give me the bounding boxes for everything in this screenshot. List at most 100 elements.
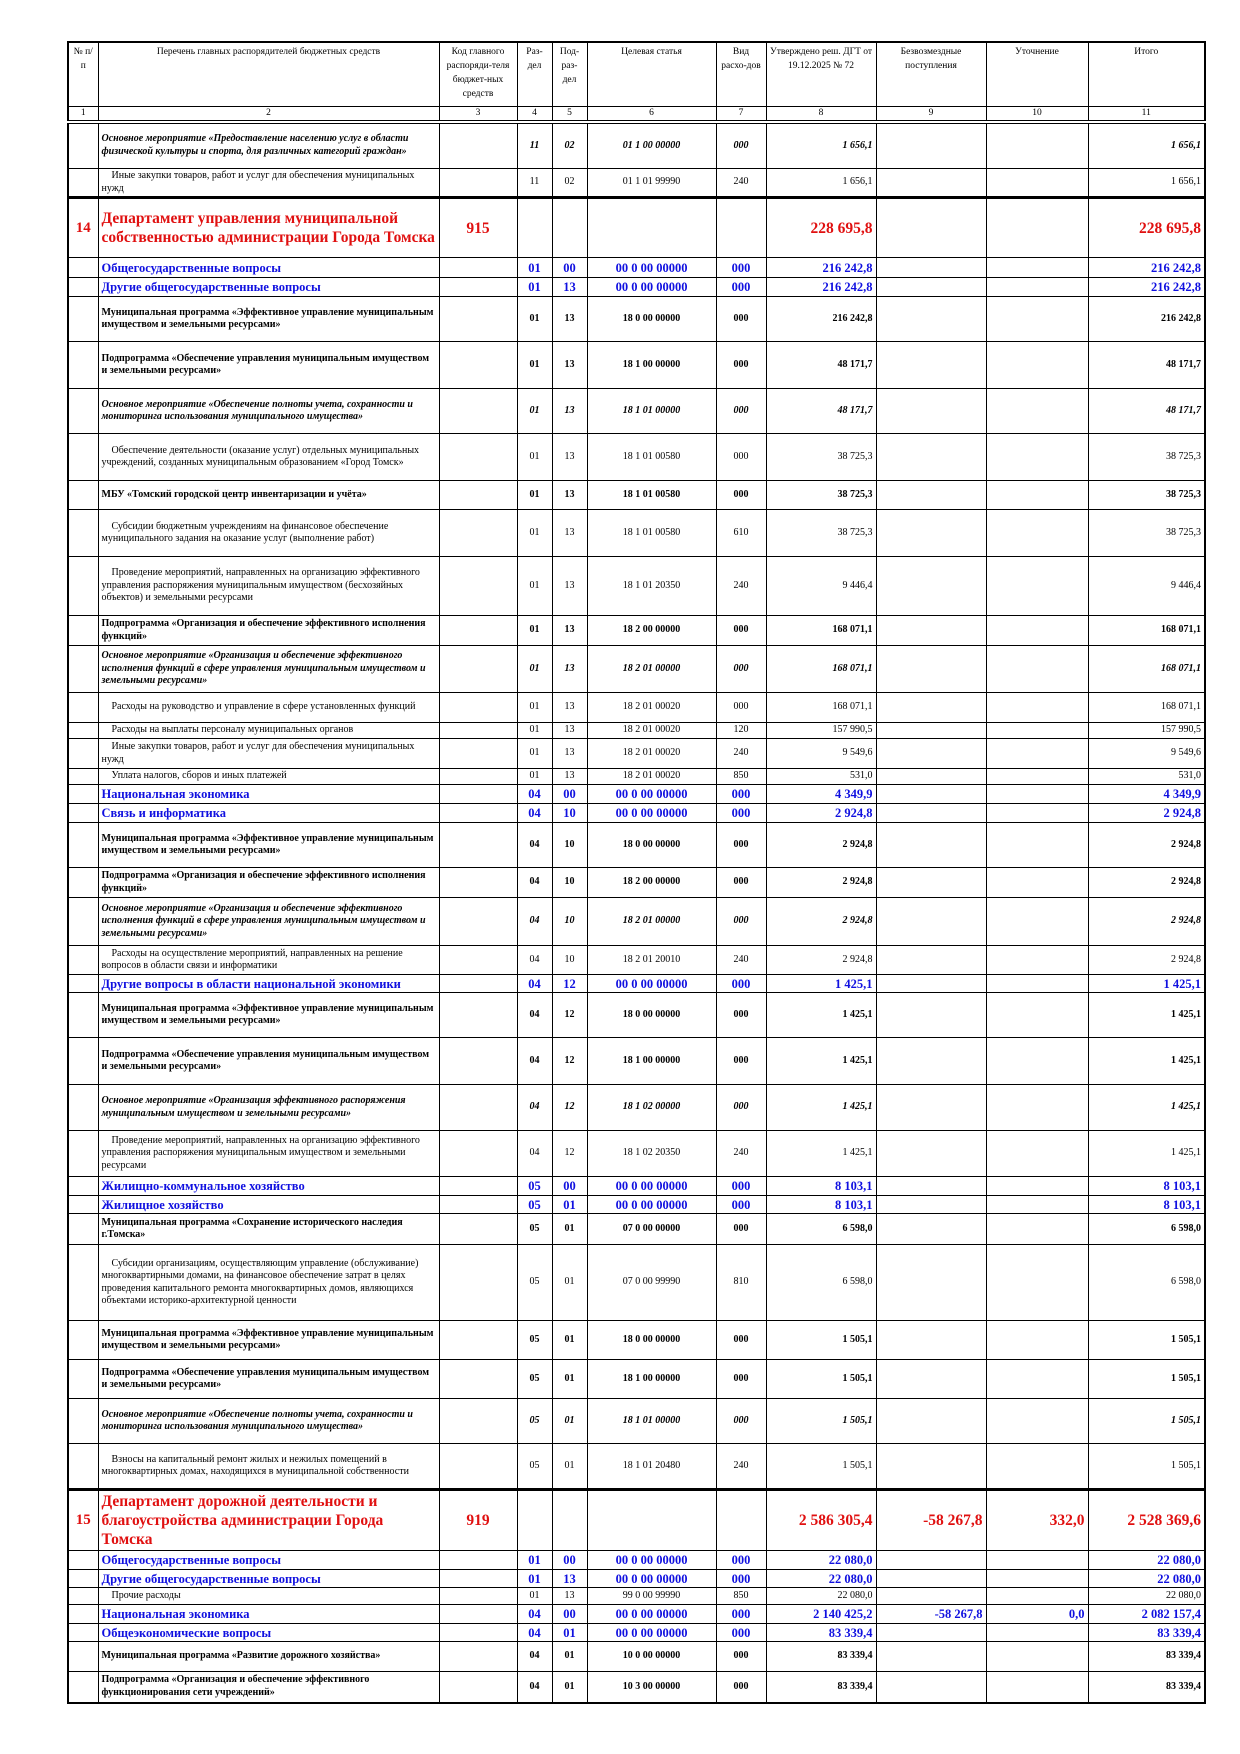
row-approved: 1 425,1 bbox=[765, 974, 877, 993]
row-clarification bbox=[985, 867, 1089, 898]
row-number bbox=[67, 433, 99, 481]
row-approved: 2 924,8 bbox=[765, 945, 877, 975]
table-row: Жилищно-коммунальное хозяйство 05 00 00 0 0… bbox=[67, 1176, 1206, 1196]
row-approved: 216 242,8 bbox=[765, 296, 877, 342]
header-section: Раз-дел bbox=[516, 41, 553, 107]
row-target-article: 18 1 00 00000 bbox=[586, 1037, 717, 1085]
row-free-receipts bbox=[875, 867, 987, 898]
row-section: 04 bbox=[516, 974, 553, 993]
row-total: 216 242,8 bbox=[1087, 277, 1206, 297]
row-manager-code bbox=[438, 692, 518, 723]
row-free-receipts bbox=[875, 197, 987, 258]
row-subsection: 00 bbox=[551, 1604, 588, 1624]
row-free-receipts bbox=[875, 1213, 987, 1245]
row-name: Обеспечение деятельности (оказание услуг… bbox=[97, 433, 440, 481]
row-total: 83 339,4 bbox=[1087, 1671, 1206, 1703]
row-total: 2 924,8 bbox=[1087, 867, 1206, 898]
row-subsection: 12 bbox=[551, 974, 588, 993]
table-row: Подпрограмма «Обеспечение управления мун… bbox=[67, 1359, 1206, 1399]
row-total: 157 990,5 bbox=[1087, 722, 1206, 739]
row-section: 01 bbox=[516, 257, 553, 278]
row-free-receipts bbox=[875, 803, 987, 823]
row-free-receipts bbox=[875, 945, 987, 975]
row-approved: 6 598,0 bbox=[765, 1213, 877, 1245]
row-approved: 1 505,1 bbox=[765, 1320, 877, 1360]
row-subsection: 13 bbox=[551, 615, 588, 646]
row-total: 228 695,8 bbox=[1087, 197, 1206, 258]
row-subsection: 01 bbox=[551, 1641, 588, 1672]
column-number: 4 bbox=[516, 105, 553, 124]
row-section: 01 bbox=[516, 1550, 553, 1570]
row-section: 01 bbox=[516, 556, 553, 616]
row-approved: 6 598,0 bbox=[765, 1244, 877, 1321]
row-expense-type: 000 bbox=[715, 615, 767, 646]
row-target-article: 07 0 00 99990 bbox=[586, 1244, 717, 1321]
row-manager-code bbox=[438, 1084, 518, 1131]
header-expense-type: Вид расхо-дов bbox=[715, 41, 767, 107]
row-approved: 38 725,3 bbox=[765, 480, 877, 510]
row-name: Основное мероприятие «Обеспечение полнот… bbox=[97, 1398, 440, 1444]
row-approved: 168 071,1 bbox=[765, 615, 877, 646]
row-target-article: 10 0 00 00000 bbox=[586, 1641, 717, 1672]
row-total: 6 598,0 bbox=[1087, 1213, 1206, 1245]
row-name: Общеэкономические вопросы bbox=[97, 1623, 440, 1642]
row-free-receipts bbox=[875, 1037, 987, 1085]
table-row: Проведение мероприятий, направленных на … bbox=[67, 1130, 1206, 1177]
row-number bbox=[67, 341, 99, 389]
table-row: Расходы на выплаты персоналу муниципальн… bbox=[67, 722, 1206, 739]
row-number bbox=[67, 1569, 99, 1588]
column-number-row: 1 2 3 4 5 6 7 8 9 10 11 bbox=[67, 105, 1206, 124]
row-expense-type: 610 bbox=[715, 509, 767, 557]
row-expense-type: 000 bbox=[715, 1671, 767, 1703]
row-number bbox=[67, 1671, 99, 1703]
row-target-article: 07 0 00 00000 bbox=[586, 1213, 717, 1245]
row-target-article: 00 0 00 00000 bbox=[586, 1569, 717, 1588]
row-expense-type: 000 bbox=[715, 257, 767, 278]
table-row: Основное мероприятие «Организация и обес… bbox=[67, 897, 1206, 946]
row-number bbox=[67, 168, 99, 198]
row-name: Уплата налогов, сборов и иных платежей bbox=[97, 768, 440, 785]
row-subsection: 10 bbox=[551, 803, 588, 823]
row-name: Другие общегосударственные вопросы bbox=[97, 277, 440, 297]
row-manager-code bbox=[438, 277, 518, 297]
row-number bbox=[67, 1550, 99, 1570]
row-section: 04 bbox=[516, 1130, 553, 1177]
row-manager-code bbox=[438, 1623, 518, 1642]
row-name: Подпрограмма «Обеспечение управления мун… bbox=[97, 341, 440, 389]
row-name: Иные закупки товаров, работ и услуг для … bbox=[97, 168, 440, 198]
row-total: 2 924,8 bbox=[1087, 945, 1206, 975]
row-expense-type: 000 bbox=[715, 1037, 767, 1085]
row-section: 04 bbox=[516, 803, 553, 823]
row-name: Иные закупки товаров, работ и услуг для … bbox=[97, 738, 440, 769]
column-number: 11 bbox=[1087, 105, 1206, 124]
row-number bbox=[67, 1130, 99, 1177]
row-subsection: 13 bbox=[551, 768, 588, 785]
row-target-article: 00 0 00 00000 bbox=[586, 784, 717, 804]
row-total: 22 080,0 bbox=[1087, 1550, 1206, 1570]
column-number: 9 bbox=[875, 105, 987, 124]
row-expense-type bbox=[715, 197, 767, 258]
row-approved: 168 071,1 bbox=[765, 645, 877, 693]
row-approved: 4 349,9 bbox=[765, 784, 877, 804]
row-expense-type: 000 bbox=[715, 822, 767, 868]
row-subsection: 00 bbox=[551, 257, 588, 278]
table-row: Расходы на руководство и управление в сф… bbox=[67, 692, 1206, 723]
row-manager-code bbox=[438, 556, 518, 616]
row-subsection: 12 bbox=[551, 1084, 588, 1131]
table-row: Связь и информатика 04 10 00 0 00 00000 000 2… bbox=[67, 803, 1206, 823]
row-subsection: 01 bbox=[551, 1359, 588, 1399]
row-target-article: 18 1 00 00000 bbox=[586, 341, 717, 389]
row-section: 01 bbox=[516, 692, 553, 723]
table-body: Основное мероприятие «Предоставление нас… bbox=[67, 121, 1206, 1703]
row-free-receipts bbox=[875, 1641, 987, 1672]
row-section: 04 bbox=[516, 822, 553, 868]
row-free-receipts bbox=[875, 257, 987, 278]
table-row: МБУ «Томский городской центр инвентариза… bbox=[67, 480, 1206, 510]
table-row: Общегосударственные вопросы 01 00 00 0 00 0… bbox=[67, 257, 1206, 278]
row-name: Основное мероприятие «Предоставление нас… bbox=[97, 121, 440, 169]
table-row: Другие общегосударственные вопросы 01 13 00… bbox=[67, 1569, 1206, 1588]
row-subsection: 10 bbox=[551, 897, 588, 946]
row-expense-type: 000 bbox=[715, 803, 767, 823]
row-number bbox=[67, 257, 99, 278]
row-clarification bbox=[985, 1176, 1089, 1196]
